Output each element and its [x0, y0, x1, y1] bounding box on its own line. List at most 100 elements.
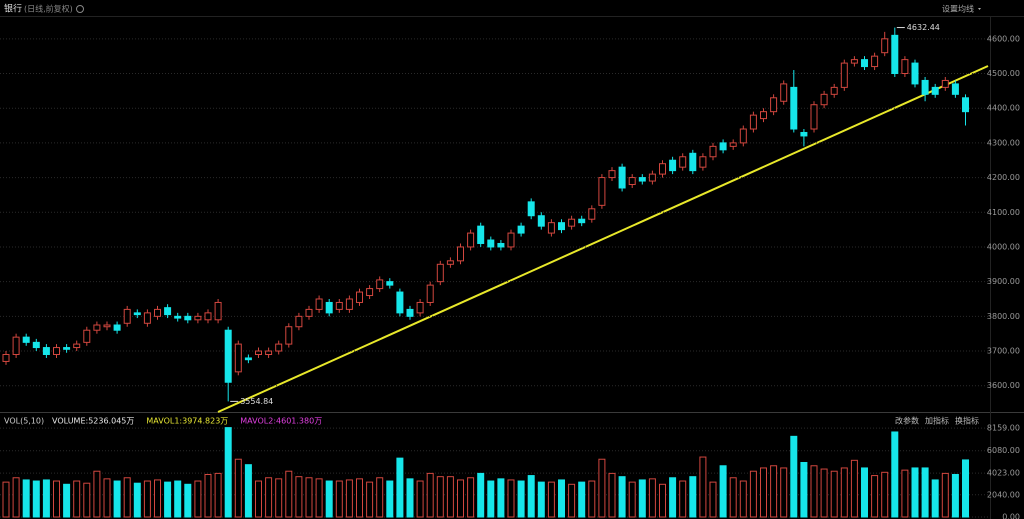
candle-body: [143, 312, 151, 324]
volume-bar: [608, 472, 616, 518]
candle-body: [911, 62, 919, 85]
volume-bar: [951, 473, 959, 518]
y-tick-label: 3900.00: [987, 277, 1020, 286]
volume-bar: [648, 478, 656, 518]
volume-bar: [517, 480, 525, 518]
candle-body: [73, 343, 81, 349]
candle-body: [224, 329, 232, 383]
candle-body: [527, 201, 535, 217]
candle-body: [83, 329, 91, 343]
y-tick-label: 4600.00: [987, 34, 1020, 43]
volume-bar: [749, 470, 757, 518]
candle-body: [699, 156, 707, 168]
vol-legend: MAVOL1:3974.823万: [146, 417, 228, 426]
candle-body: [608, 170, 616, 179]
candle-body: [396, 291, 404, 314]
candle-body: [790, 86, 798, 130]
candle-body: [386, 281, 394, 286]
candle-body: [123, 308, 131, 324]
volume-bar: [467, 477, 475, 518]
volume-bar: [679, 480, 687, 518]
candle-body: [507, 232, 515, 248]
volume-bar: [760, 467, 767, 518]
volume-bar: [962, 459, 969, 518]
volume-bar: [345, 479, 353, 518]
candle-body: [931, 86, 939, 95]
menu-arrow: [978, 8, 981, 10]
volume-bar: [356, 478, 363, 518]
candle-body: [780, 83, 788, 102]
volume-bar: [618, 476, 626, 518]
vol-legend: MAVOL2:4601.380万: [240, 417, 322, 426]
y-tick-label: 3600.00: [987, 381, 1020, 390]
candle-body: [598, 177, 606, 206]
candle-body: [648, 173, 656, 182]
indicator-button[interactable]: 改参数: [895, 416, 919, 426]
volume-bar: [800, 461, 808, 518]
candle-body: [416, 301, 424, 314]
candle-body: [558, 222, 565, 231]
volume-bar: [558, 479, 565, 518]
volume-bar: [154, 479, 161, 518]
indicator-button[interactable]: 换指标: [955, 416, 979, 426]
candle-body: [719, 142, 727, 151]
candle-body: [739, 128, 747, 144]
volume-bar: [568, 483, 576, 518]
volume-bar: [790, 435, 798, 518]
candle-body: [901, 59, 909, 75]
candle-body: [214, 301, 222, 321]
indicator-button[interactable]: 加指标: [925, 416, 949, 426]
volume-bar: [295, 476, 303, 518]
candle-body: [962, 97, 969, 113]
candle-body: [265, 350, 273, 355]
volume-bar: [487, 480, 495, 518]
volume-bar: [850, 459, 858, 518]
candle-body: [487, 239, 495, 248]
candle-body: [669, 159, 677, 172]
candle-body: [22, 336, 30, 343]
y-tick-label: 4000.00: [987, 242, 1020, 251]
volume-bar: [335, 480, 343, 518]
candle-body: [305, 308, 313, 317]
volume-bar: [659, 483, 666, 518]
volume-bar: [244, 464, 252, 518]
volume-bar: [628, 481, 636, 518]
volume-bar: [709, 481, 717, 518]
volume-bar: [12, 477, 20, 518]
candle-body: [709, 145, 717, 158]
volume-bar: [830, 470, 838, 518]
volume-bar: [770, 465, 778, 518]
volume-bar: [588, 480, 596, 518]
chart-title: 银行: [4, 3, 22, 15]
volume-bar: [174, 480, 182, 518]
volume-bar: [32, 480, 40, 518]
volume-bar: [446, 476, 454, 518]
settings-icon[interactable]: [76, 5, 84, 13]
candle-body: [749, 114, 757, 130]
candle-body: [578, 218, 586, 224]
vol-title: VOL(5,10): [4, 417, 44, 426]
volume-bar: [224, 427, 232, 518]
y-tick-label: 3700.00: [987, 347, 1020, 356]
volume-bar: [325, 480, 333, 518]
volume-bar: [194, 480, 202, 518]
candle-body: [881, 38, 889, 54]
volume-bar: [93, 470, 101, 518]
volume-bar: [184, 483, 192, 518]
volume-bar: [457, 479, 464, 518]
volume-bar: [164, 481, 172, 518]
volume-bar: [53, 480, 60, 518]
volume-bar: [265, 477, 273, 518]
candle-body: [406, 308, 414, 317]
candle-body: [537, 215, 545, 227]
volume-bar: [386, 480, 394, 518]
candle-body: [184, 315, 192, 321]
volume-bar: [113, 480, 121, 518]
candle-body: [93, 324, 101, 331]
ma-menu[interactable]: 设置均线: [942, 4, 974, 14]
volume-bar: [204, 473, 212, 518]
volume-bar: [73, 480, 81, 518]
candle-body: [921, 79, 929, 95]
volume-bar: [133, 482, 141, 518]
